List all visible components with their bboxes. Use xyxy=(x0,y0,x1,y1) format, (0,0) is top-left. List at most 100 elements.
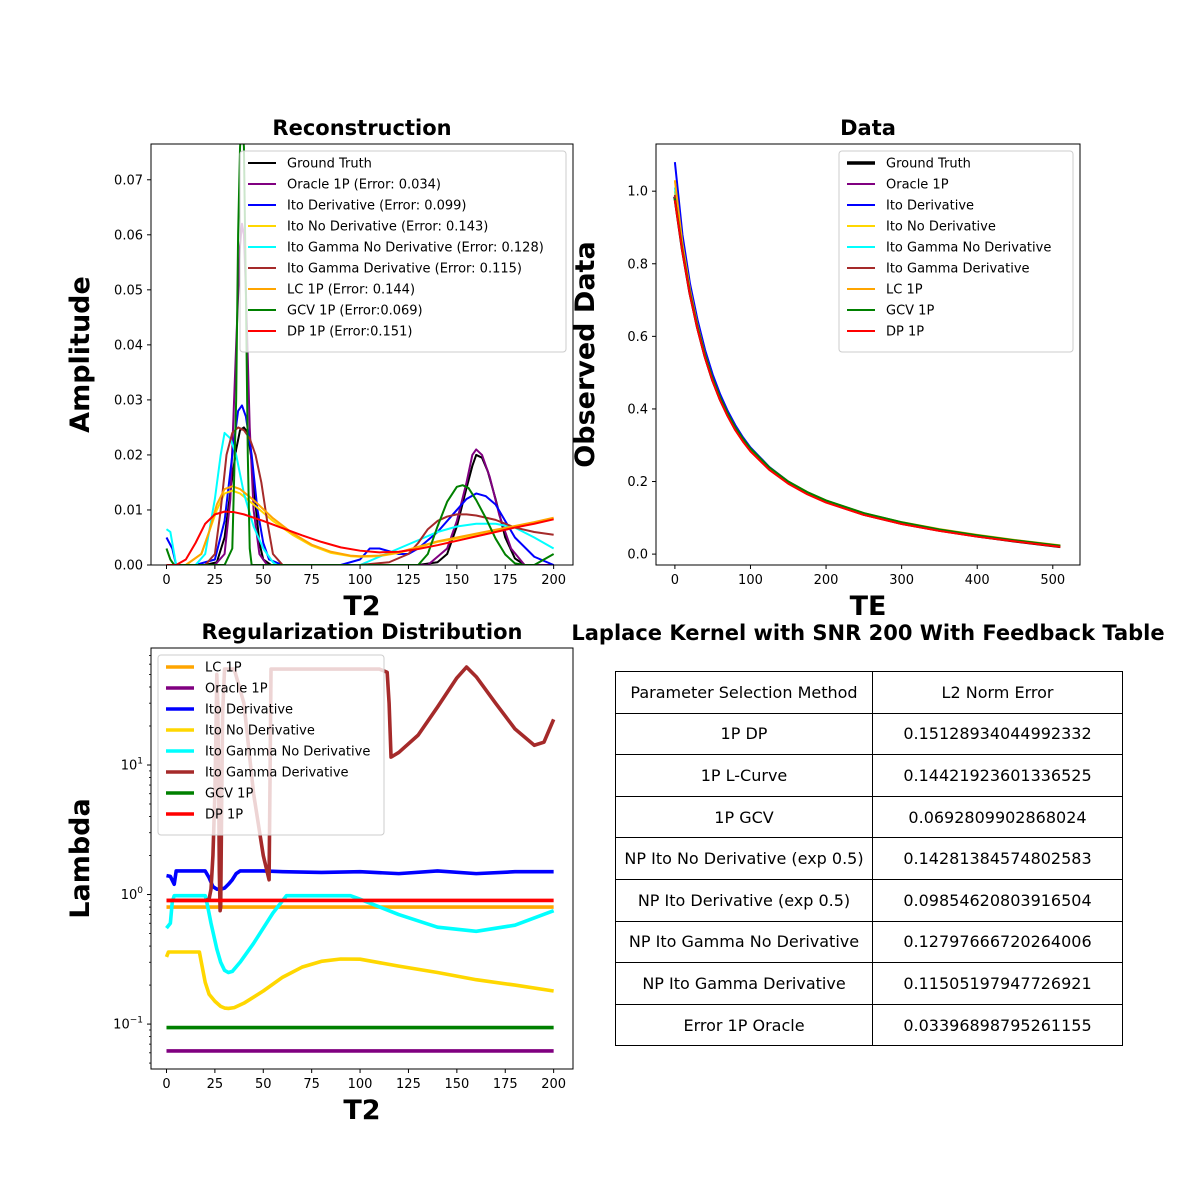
y-tick-label: 0.06 xyxy=(114,228,143,243)
y-tick-label: 101 xyxy=(121,756,143,773)
error-cell: 0.14281384574802583 xyxy=(872,837,1123,880)
series-line-ito-derivative xyxy=(166,869,554,891)
table-title: Laplace Kernel with SNR 200 With Feedbac… xyxy=(571,621,1164,645)
series-line-ito-derivative-error-0-099 xyxy=(165,404,555,565)
legend-entry: Ito Gamma Derivative xyxy=(886,262,1030,277)
x-tick-label: 125 xyxy=(396,1077,421,1092)
method-cell: 1P DP xyxy=(615,712,873,756)
y-tick-label: 0.00 xyxy=(114,559,143,574)
legend-entry: Ito Gamma No Derivative xyxy=(886,241,1051,256)
legend-entry: Ito Gamma Derivative xyxy=(205,766,349,781)
series-line-gcv-1p-error-0-069 xyxy=(165,144,555,565)
series-line-ito-no-derivative xyxy=(164,950,554,1011)
y-axis-label: Lambda xyxy=(65,798,96,918)
x-tick-label: 125 xyxy=(396,573,421,588)
series-line-ito-gamma-no-derivative xyxy=(165,893,555,975)
y-tick-label: 0.02 xyxy=(114,448,143,463)
x-tick-label: 100 xyxy=(348,1077,373,1092)
table-header-cell: Parameter Selection Method xyxy=(615,671,873,714)
data-chart: 0 100 200 300 400 500 0.0 0.2 0.4 0.6 0.8 1.0 Data TE… xyxy=(570,116,1081,622)
regularization-chart: 0 25 50 75 100 125 150 175 200 10−1 100 101 Regulari… xyxy=(65,620,574,1126)
y-tick-label: 0.05 xyxy=(114,283,143,298)
legend-entry: DP 1P (Error:0.151) xyxy=(287,325,412,340)
error-cell: 0.03396898795261155 xyxy=(872,1003,1123,1047)
chart-title: Regularization Distribution xyxy=(202,620,523,644)
series-line-ito-gamma-derivative-error-0-115 xyxy=(166,426,554,565)
axes-frame xyxy=(150,143,574,566)
legend-entry: LC 1P xyxy=(886,283,923,298)
results-table: Parameter Selection Method L2 Norm Error 1… xyxy=(615,671,1123,1047)
error-cell: 0.09854620803916504 xyxy=(872,878,1123,922)
legend-entry: Ito Gamma Derivative (Error: 0.115) xyxy=(287,262,522,277)
legend-entry: LC 1P xyxy=(205,661,242,676)
table-row: Error 1P Oracle 0.03396898795261155 xyxy=(615,1003,1123,1047)
x-tick-label: 50 xyxy=(255,1077,272,1092)
series-line-lc-1p-error-0-144 xyxy=(166,485,554,565)
series-line-dp-1p-error-0-151 xyxy=(166,510,554,565)
x-axis-label: T2 xyxy=(343,1095,380,1126)
x-tick-label: 25 xyxy=(207,573,224,588)
x-tick-label: 0 xyxy=(162,1077,170,1092)
chart-title: Data xyxy=(840,116,896,140)
error-cell: 0.14421923601336525 xyxy=(872,754,1123,797)
x-tick-label: 200 xyxy=(541,573,566,588)
axes-frame xyxy=(150,647,574,1070)
method-cell: NP Ito Gamma Derivative xyxy=(615,962,873,1005)
y-tick-label: 0.04 xyxy=(114,338,143,353)
axes-frame xyxy=(655,143,1081,566)
x-axis-label: TE xyxy=(850,591,887,622)
method-cell: NP Ito No Derivative (exp 0.5) xyxy=(615,837,873,880)
error-cell: 0.15128934044992332 xyxy=(872,712,1123,756)
legend-entry: Ito No Derivative xyxy=(205,724,315,739)
legend-entry: Ito Derivative xyxy=(205,703,293,718)
series-line-dp-1p xyxy=(673,200,1061,548)
table-row: NP Ito Gamma Derivative 0.115051979477269… xyxy=(615,962,1123,1005)
series-line-ito-gamma-no-derivative-error-0-128 xyxy=(165,431,555,565)
method-cell: NP Ito Derivative (exp 0.5) xyxy=(615,878,873,922)
x-tick-label: 0 xyxy=(162,573,170,588)
x-tick-label: 300 xyxy=(889,573,914,588)
x-tick-label: 200 xyxy=(541,1077,566,1092)
legend-entry: Ground Truth xyxy=(886,157,971,172)
y-axis-label: Observed Data xyxy=(570,241,601,467)
x-tick-label: 100 xyxy=(738,573,763,588)
y-tick-label: 10−1 xyxy=(113,1016,143,1033)
y-tick-label: 0.4 xyxy=(627,402,648,417)
y-tick-label: 0.8 xyxy=(627,257,648,272)
x-tick-label: 75 xyxy=(303,573,320,588)
legend-entry: Oracle 1P xyxy=(205,682,268,697)
table-header-cell: L2 Norm Error xyxy=(872,671,1123,714)
method-cell: Error 1P Oracle xyxy=(615,1003,873,1047)
x-tick-label: 150 xyxy=(444,573,469,588)
y-tick-label: 0.2 xyxy=(627,475,648,490)
y-tick-label: 100 xyxy=(121,886,144,903)
legend-entry: Ground Truth xyxy=(287,157,372,172)
method-cell: 1P GCV xyxy=(615,795,873,839)
legend-entry: Oracle 1P xyxy=(886,178,949,193)
x-tick-label: 500 xyxy=(1040,573,1065,588)
legend: Ground Truth Oracle 1P Ito Derivative Ito N… xyxy=(838,150,1074,353)
x-tick-label: 200 xyxy=(814,573,839,588)
table-row: 1P L-Curve 0.14421923601336525 xyxy=(615,754,1123,797)
y-tick-label: 1.0 xyxy=(627,185,648,200)
error-cell: 0.0692809902868024 xyxy=(872,795,1123,839)
chart-title: Reconstruction xyxy=(272,116,451,140)
table-row: 1P GCV 0.0692809902868024 xyxy=(615,795,1123,839)
legend-entry: GCV 1P (Error:0.069) xyxy=(287,304,423,319)
legend-entry: DP 1P xyxy=(886,325,924,340)
x-tick-label: 50 xyxy=(255,573,272,588)
x-tick-label: 175 xyxy=(493,1077,518,1092)
legend: LC 1P Oracle 1P Ito Derivative Ito No Deriv… xyxy=(157,654,385,836)
legend-entry: LC 1P (Error: 0.144) xyxy=(287,283,415,298)
y-tick-label: 0.6 xyxy=(627,330,648,345)
legend: Ground Truth Oracle 1P (Error: 0.034) Ito … xyxy=(239,150,567,353)
legend-entry: GCV 1P xyxy=(886,304,934,319)
legend-entry: Ito Derivative (Error: 0.099) xyxy=(287,199,467,214)
legend-entry: Ito No Derivative xyxy=(886,220,996,235)
table-row: NP Ito Gamma No Derivative 0.127976667202… xyxy=(615,920,1123,964)
table-row: NP Ito No Derivative (exp 0.5) 0.14281384… xyxy=(615,837,1123,880)
y-tick-label: 0.0 xyxy=(627,548,648,563)
x-axis-label: T2 xyxy=(343,591,380,622)
x-tick-label: 400 xyxy=(965,573,990,588)
legend-entry: DP 1P xyxy=(205,808,243,823)
